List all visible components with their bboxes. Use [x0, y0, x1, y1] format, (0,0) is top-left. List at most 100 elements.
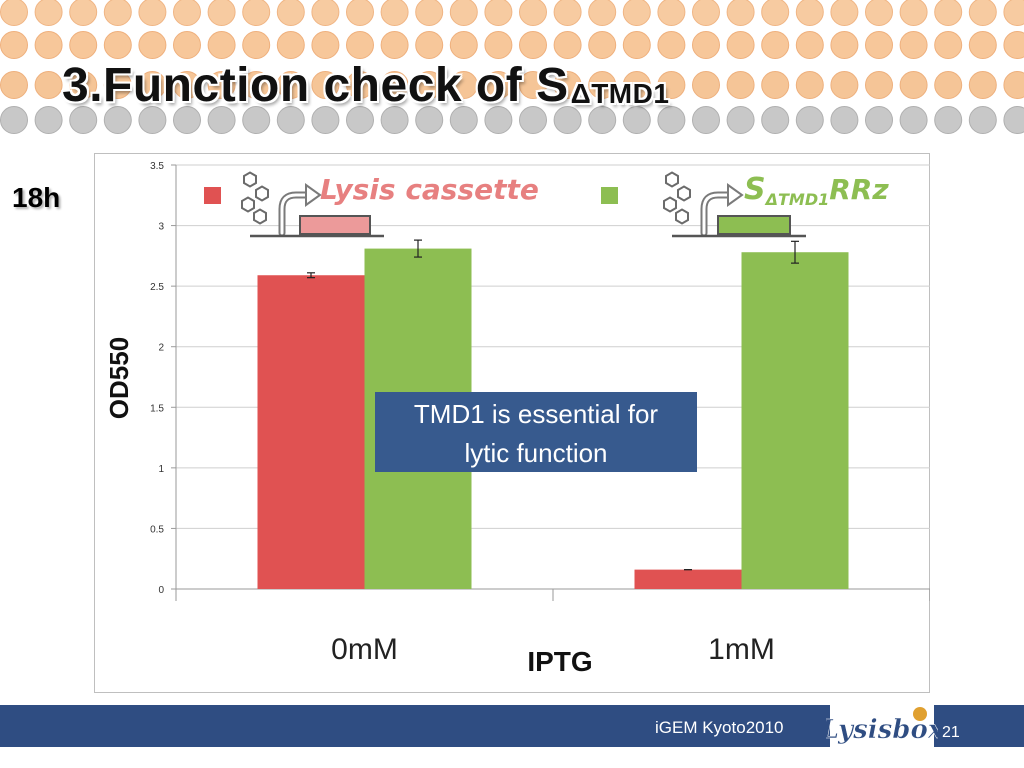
background-dot	[588, 71, 617, 99]
background-dot	[657, 106, 686, 134]
background-dot	[380, 106, 409, 134]
background-dot	[276, 106, 305, 134]
background-dot	[69, 71, 98, 99]
background-dot	[726, 106, 755, 134]
background-dot	[276, 71, 305, 99]
y-tick-label: 1.5	[150, 403, 164, 414]
background-dot	[449, 106, 478, 134]
background-dot	[69, 106, 98, 134]
background-dot	[449, 71, 478, 99]
y-tick-label: 2.5	[150, 282, 164, 293]
background-dot	[899, 31, 928, 59]
legend-label-lysis-cassette: Lysis cassette	[320, 173, 539, 206]
background-dot	[622, 71, 651, 99]
background-dot	[899, 106, 928, 134]
background-dot	[622, 0, 651, 26]
background-dot	[207, 31, 236, 59]
error-bar	[791, 240, 799, 264]
background-dot	[761, 71, 790, 99]
background-dot	[761, 106, 790, 134]
background-dot	[934, 71, 963, 99]
annotation-line-1: TMD1 is essential for	[414, 399, 659, 429]
background-dot	[1003, 0, 1024, 26]
footer-text: iGEM Kyoto2010	[655, 718, 784, 737]
background-dot	[69, 0, 98, 26]
x-category-label: 1mM	[708, 633, 775, 666]
annotation-box	[375, 392, 697, 472]
background-dot	[138, 0, 167, 26]
background-dot	[34, 106, 63, 134]
legend: Lysis cassette SΔTMD1RRz	[204, 171, 889, 238]
background-dot	[830, 106, 859, 134]
background-dot	[761, 31, 790, 59]
background-dot	[865, 31, 893, 59]
background-dot	[103, 31, 132, 59]
legend-label-subscript: ΔTMD1	[764, 190, 830, 209]
background-dot	[173, 31, 201, 59]
background-dot	[380, 31, 409, 59]
x-axis-label: IPTG	[527, 646, 592, 677]
background-dot	[34, 71, 63, 99]
y-tick-label: 1	[158, 464, 164, 475]
background-dot	[622, 106, 651, 134]
background-dot	[865, 0, 893, 26]
background-dot	[899, 0, 928, 26]
background-dot	[657, 71, 686, 99]
background-dot	[934, 106, 963, 134]
background-dot	[484, 71, 513, 99]
background-dot	[311, 106, 340, 134]
background-dot	[657, 0, 686, 26]
background-dot	[795, 31, 824, 59]
background-dot	[934, 31, 963, 59]
legend-label-s-tmd1-rrz: SΔTMD1RRz	[744, 172, 889, 209]
background-dot	[657, 31, 686, 59]
background-dot	[968, 71, 997, 99]
background-dot	[865, 71, 893, 99]
gene-box-1	[299, 215, 371, 235]
background-dot	[103, 71, 132, 99]
bar-lysis-cassette-1mM	[634, 569, 742, 589]
background-dot	[1003, 106, 1024, 134]
background-dot	[380, 71, 409, 99]
legend-swatch-lysis-cassette	[204, 187, 221, 204]
background-dot	[865, 106, 893, 134]
background-dot	[242, 31, 271, 59]
background-dot	[415, 106, 444, 134]
background-dot	[1003, 71, 1024, 99]
background-dot	[69, 31, 98, 59]
background-dot	[311, 0, 340, 26]
background-dot	[1003, 31, 1024, 59]
background-dot	[138, 31, 167, 59]
background-dot	[103, 0, 132, 26]
background-dot	[449, 31, 478, 59]
background-dot	[138, 106, 167, 134]
background-dot	[346, 106, 374, 134]
x-category-label: 0mM	[331, 633, 398, 666]
background-dot	[795, 0, 824, 26]
slide-title-main: 3.Function check of S	[62, 59, 569, 112]
background-dot	[795, 71, 824, 99]
slide-title-subscript: ΔTMD1	[570, 78, 670, 109]
background-dot	[380, 0, 409, 26]
background-dot	[242, 71, 271, 99]
background-dot	[553, 106, 582, 134]
promoter-icon-2	[663, 171, 806, 238]
error-bar	[414, 239, 422, 258]
background-dot	[415, 71, 444, 99]
annotation-line-2: lytic function	[464, 438, 607, 468]
background-dot	[588, 106, 617, 134]
background-dot	[519, 106, 547, 134]
background-dot	[242, 106, 271, 134]
y-tick-label: 3.5	[150, 161, 164, 172]
lysisbox-logo: Lysisbox	[826, 700, 938, 752]
background-dot	[761, 0, 790, 26]
legend-label-s: S	[744, 172, 766, 207]
y-tick-label: 3	[158, 222, 164, 233]
background-dot	[726, 0, 755, 26]
background-dot	[553, 71, 582, 99]
background-dot	[173, 106, 201, 134]
background-dot	[830, 71, 859, 99]
background-dot	[0, 0, 28, 26]
background-dot	[692, 31, 720, 59]
time-label: 18h	[12, 182, 61, 213]
